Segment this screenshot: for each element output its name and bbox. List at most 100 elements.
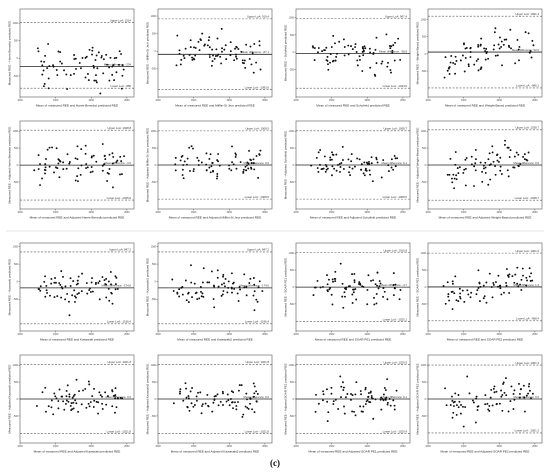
data-point [59, 60, 62, 63]
data-point [240, 50, 243, 53]
data-point [42, 85, 45, 88]
data-point [476, 405, 479, 408]
y-tick-label: 500 [290, 381, 295, 384]
data-point [52, 413, 55, 416]
data-point [220, 27, 223, 30]
data-point [330, 158, 333, 161]
data-point [368, 47, 371, 50]
data-point [380, 408, 383, 411]
data-point [55, 69, 58, 71]
data-point [198, 297, 201, 300]
data-point [64, 298, 67, 301]
data-point [116, 159, 119, 162]
data-point [222, 404, 224, 406]
data-point [102, 58, 105, 61]
data-point [486, 402, 489, 405]
y-axis-label: Measured REE – Weight-Based predicted RE… [416, 22, 420, 85]
data-point [116, 397, 119, 400]
data-point [77, 167, 80, 170]
data-point [361, 70, 364, 73]
x-axis-label: Mean of measured REE and Adjusted SOAR P… [441, 450, 530, 454]
data-point [225, 58, 228, 61]
data-point [241, 415, 244, 418]
data-point [246, 161, 249, 164]
lower-loa-label: Lower LoA: -998.4 [516, 317, 539, 321]
y-axis-label: Measured REE – SOAR PE1 predicted REE [284, 258, 288, 317]
data-point [244, 66, 247, 69]
data-point [508, 46, 511, 48]
data-point [48, 65, 51, 68]
data-point [57, 50, 60, 53]
data-point [245, 285, 248, 288]
data-point [354, 414, 357, 417]
data-point [56, 74, 59, 77]
data-point [327, 278, 330, 281]
data-point [351, 273, 354, 276]
data-point [72, 280, 75, 283]
data-point [313, 47, 316, 49]
data-point [258, 280, 261, 283]
data-point [386, 298, 389, 301]
data-point [211, 410, 214, 413]
data-point [196, 298, 199, 301]
data-point [87, 79, 90, 82]
data-point [187, 291, 190, 294]
data-point [121, 64, 124, 67]
data-point [44, 386, 47, 389]
data-point [512, 408, 515, 410]
data-point [455, 404, 458, 407]
lower-loa-label: Lower LoA: -1021.8 [245, 429, 270, 433]
upper-loa-label: Upper LoA: 1001.0 [516, 249, 540, 253]
data-point [474, 158, 477, 161]
y-tick-label: -500 [421, 415, 426, 418]
upper-loa-label: Upper LoA: 1014 [110, 18, 132, 22]
y-axis-label: Measured REE – Kawasaki predicted REE [8, 259, 12, 316]
data-point [454, 55, 457, 58]
data-point [333, 277, 336, 280]
data-point [317, 402, 320, 405]
data-point [216, 269, 219, 272]
x-tick-label: 2000 [497, 445, 503, 448]
data-point [491, 145, 494, 148]
data-point [350, 153, 353, 156]
data-point [449, 404, 452, 406]
data-point [388, 398, 391, 400]
data-point [74, 295, 76, 298]
y-axis-label: Measured REE – Adjusted Kawasaki2 predic… [146, 364, 150, 435]
data-point [379, 282, 382, 285]
data-point [195, 395, 198, 398]
data-point [206, 281, 209, 284]
data-point [95, 54, 98, 57]
data-point [528, 275, 531, 278]
data-point [211, 60, 214, 63]
data-point [253, 392, 256, 395]
data-point [255, 400, 258, 403]
data-point [247, 167, 250, 170]
data-point [222, 392, 224, 395]
data-point [84, 56, 87, 59]
data-point [84, 152, 87, 155]
data-point [495, 390, 498, 393]
upper-loa-label: Upper LoA: 967.4 [385, 15, 407, 19]
lower-loa-label: Lower LoA: -1001.3 [515, 429, 540, 433]
data-point [211, 48, 214, 51]
data-point [386, 401, 389, 404]
data-point [490, 286, 493, 289]
y-tick-label: 1000 [151, 15, 157, 18]
x-axis-label: Mean of measured REE and Adjusted Miffli… [169, 216, 261, 220]
data-point [253, 385, 256, 388]
data-point [220, 283, 223, 286]
lower-loa-label: Lower LoA: -1035.9 [107, 196, 132, 200]
data-point [232, 391, 235, 394]
data-point [75, 296, 77, 299]
data-point [499, 156, 502, 159]
data-point [111, 389, 114, 392]
y-tick-label: 1000 [421, 252, 427, 255]
data-point [466, 375, 469, 378]
data-point [312, 46, 315, 49]
data-point [99, 394, 102, 397]
data-point [469, 47, 472, 50]
x-tick-label: 2000 [227, 99, 233, 102]
data-point [41, 73, 44, 76]
data-point [66, 292, 69, 295]
